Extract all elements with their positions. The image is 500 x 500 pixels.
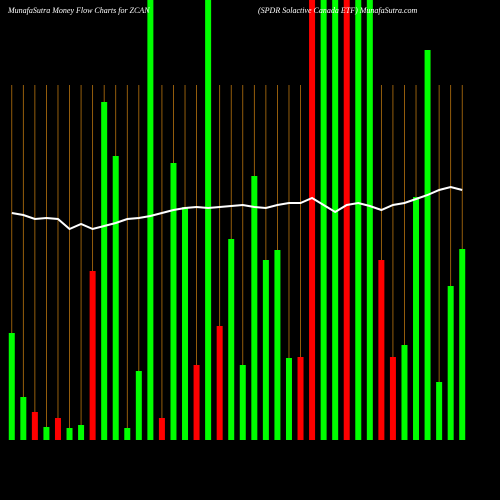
bar xyxy=(135,371,142,440)
bar xyxy=(89,271,96,440)
bar xyxy=(20,397,27,440)
bar xyxy=(389,357,396,440)
bar xyxy=(366,0,373,440)
bar xyxy=(112,156,119,440)
bar xyxy=(378,260,385,440)
bar xyxy=(332,0,339,440)
bar xyxy=(297,357,304,440)
bar xyxy=(8,333,15,440)
bar xyxy=(43,427,50,440)
bar xyxy=(262,260,269,440)
bar xyxy=(193,365,200,440)
bar xyxy=(285,358,292,440)
chart-subtitle: (SPDR Solactive Canada ETF) MunafaSutra.… xyxy=(258,6,418,15)
bar xyxy=(251,176,258,440)
bar xyxy=(274,250,281,440)
bar xyxy=(401,345,408,440)
bar xyxy=(436,382,443,440)
bar xyxy=(124,428,131,440)
bar xyxy=(228,239,235,440)
bar xyxy=(182,207,189,440)
bar xyxy=(239,365,246,440)
bar xyxy=(205,0,212,440)
bar xyxy=(355,0,362,440)
bar xyxy=(78,425,85,440)
bar xyxy=(147,0,154,440)
bar xyxy=(66,428,73,440)
bar xyxy=(158,418,165,440)
chart-title: MunafaSutra Money Flow Charts for ZCAN xyxy=(7,6,150,15)
bar xyxy=(216,326,223,440)
bar xyxy=(459,249,466,440)
bar xyxy=(101,102,108,440)
bar xyxy=(54,418,61,440)
bar xyxy=(424,50,431,440)
bar xyxy=(343,0,350,440)
bar xyxy=(170,163,177,440)
line xyxy=(11,185,463,231)
bar xyxy=(320,0,327,440)
bar xyxy=(31,412,38,440)
bar xyxy=(309,0,316,440)
bar xyxy=(447,286,454,440)
bar xyxy=(413,197,420,440)
